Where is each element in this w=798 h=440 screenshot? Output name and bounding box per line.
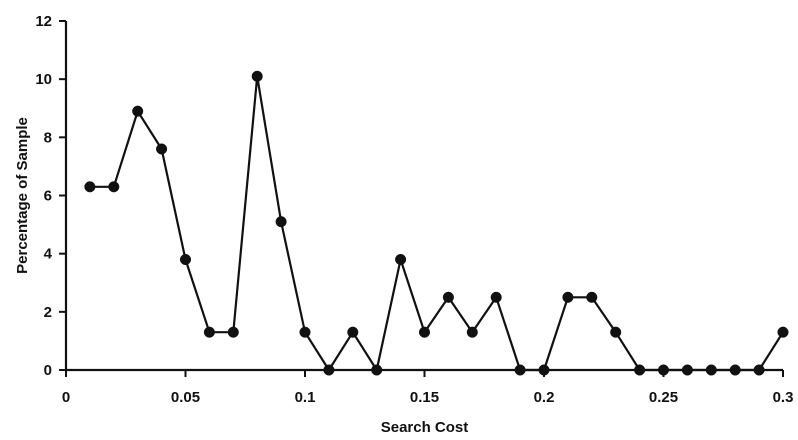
y-tick-label: 6 [44,188,52,205]
data-point [729,364,741,376]
y-tick-label: 10 [35,71,52,88]
y-tick-label: 2 [44,304,52,321]
data-point [586,291,598,303]
data-point [251,70,263,82]
data-point [753,364,765,376]
data-point [395,253,407,266]
data-point [777,326,789,338]
x-tick-label: 0.1 [295,389,316,406]
data-point [156,143,168,155]
data-point [681,364,693,376]
x-axis-ticks: 0 0.05 0.1 0.15 0.2 0.25 0.3 [62,370,794,406]
data-point [179,253,192,266]
x-tick-label: 0.25 [649,389,678,406]
data-point [84,181,96,193]
y-axis-ticks: 0 2 4 6 8 10 12 [35,13,66,379]
data-point [323,364,335,376]
data-point [442,291,454,303]
y-tick-label: 0 [44,362,52,379]
data-point [610,326,622,338]
axes [64,21,783,372]
x-tick-label: 0.2 [534,389,555,406]
data-point [203,326,215,338]
y-tick-label: 12 [35,13,52,30]
x-tick-label: 0.3 [773,389,794,406]
y-tick-label: 8 [44,129,52,146]
data-point [490,291,502,303]
data-point [562,291,574,303]
data-point [418,326,431,338]
x-tick-label: 0 [62,389,70,406]
data-point [538,364,550,376]
y-axis-title: Percentage of Sample [14,117,31,274]
y-tick-label: 4 [44,246,53,263]
data-point [347,326,359,338]
data-point [657,364,670,376]
data-point [514,364,526,376]
data-point [371,364,383,376]
data-point [132,105,144,117]
data-point [634,364,646,376]
x-tick-label: 0.15 [410,389,439,406]
data-point [466,326,478,338]
data-point [705,364,717,376]
data-point [108,181,120,193]
data-series [84,70,789,376]
data-point [227,326,239,338]
data-point [299,326,311,338]
series-line [88,75,785,372]
data-point [275,216,287,228]
x-axis-title: Search Cost [381,419,469,436]
x-tick-label: 0.05 [171,389,200,406]
